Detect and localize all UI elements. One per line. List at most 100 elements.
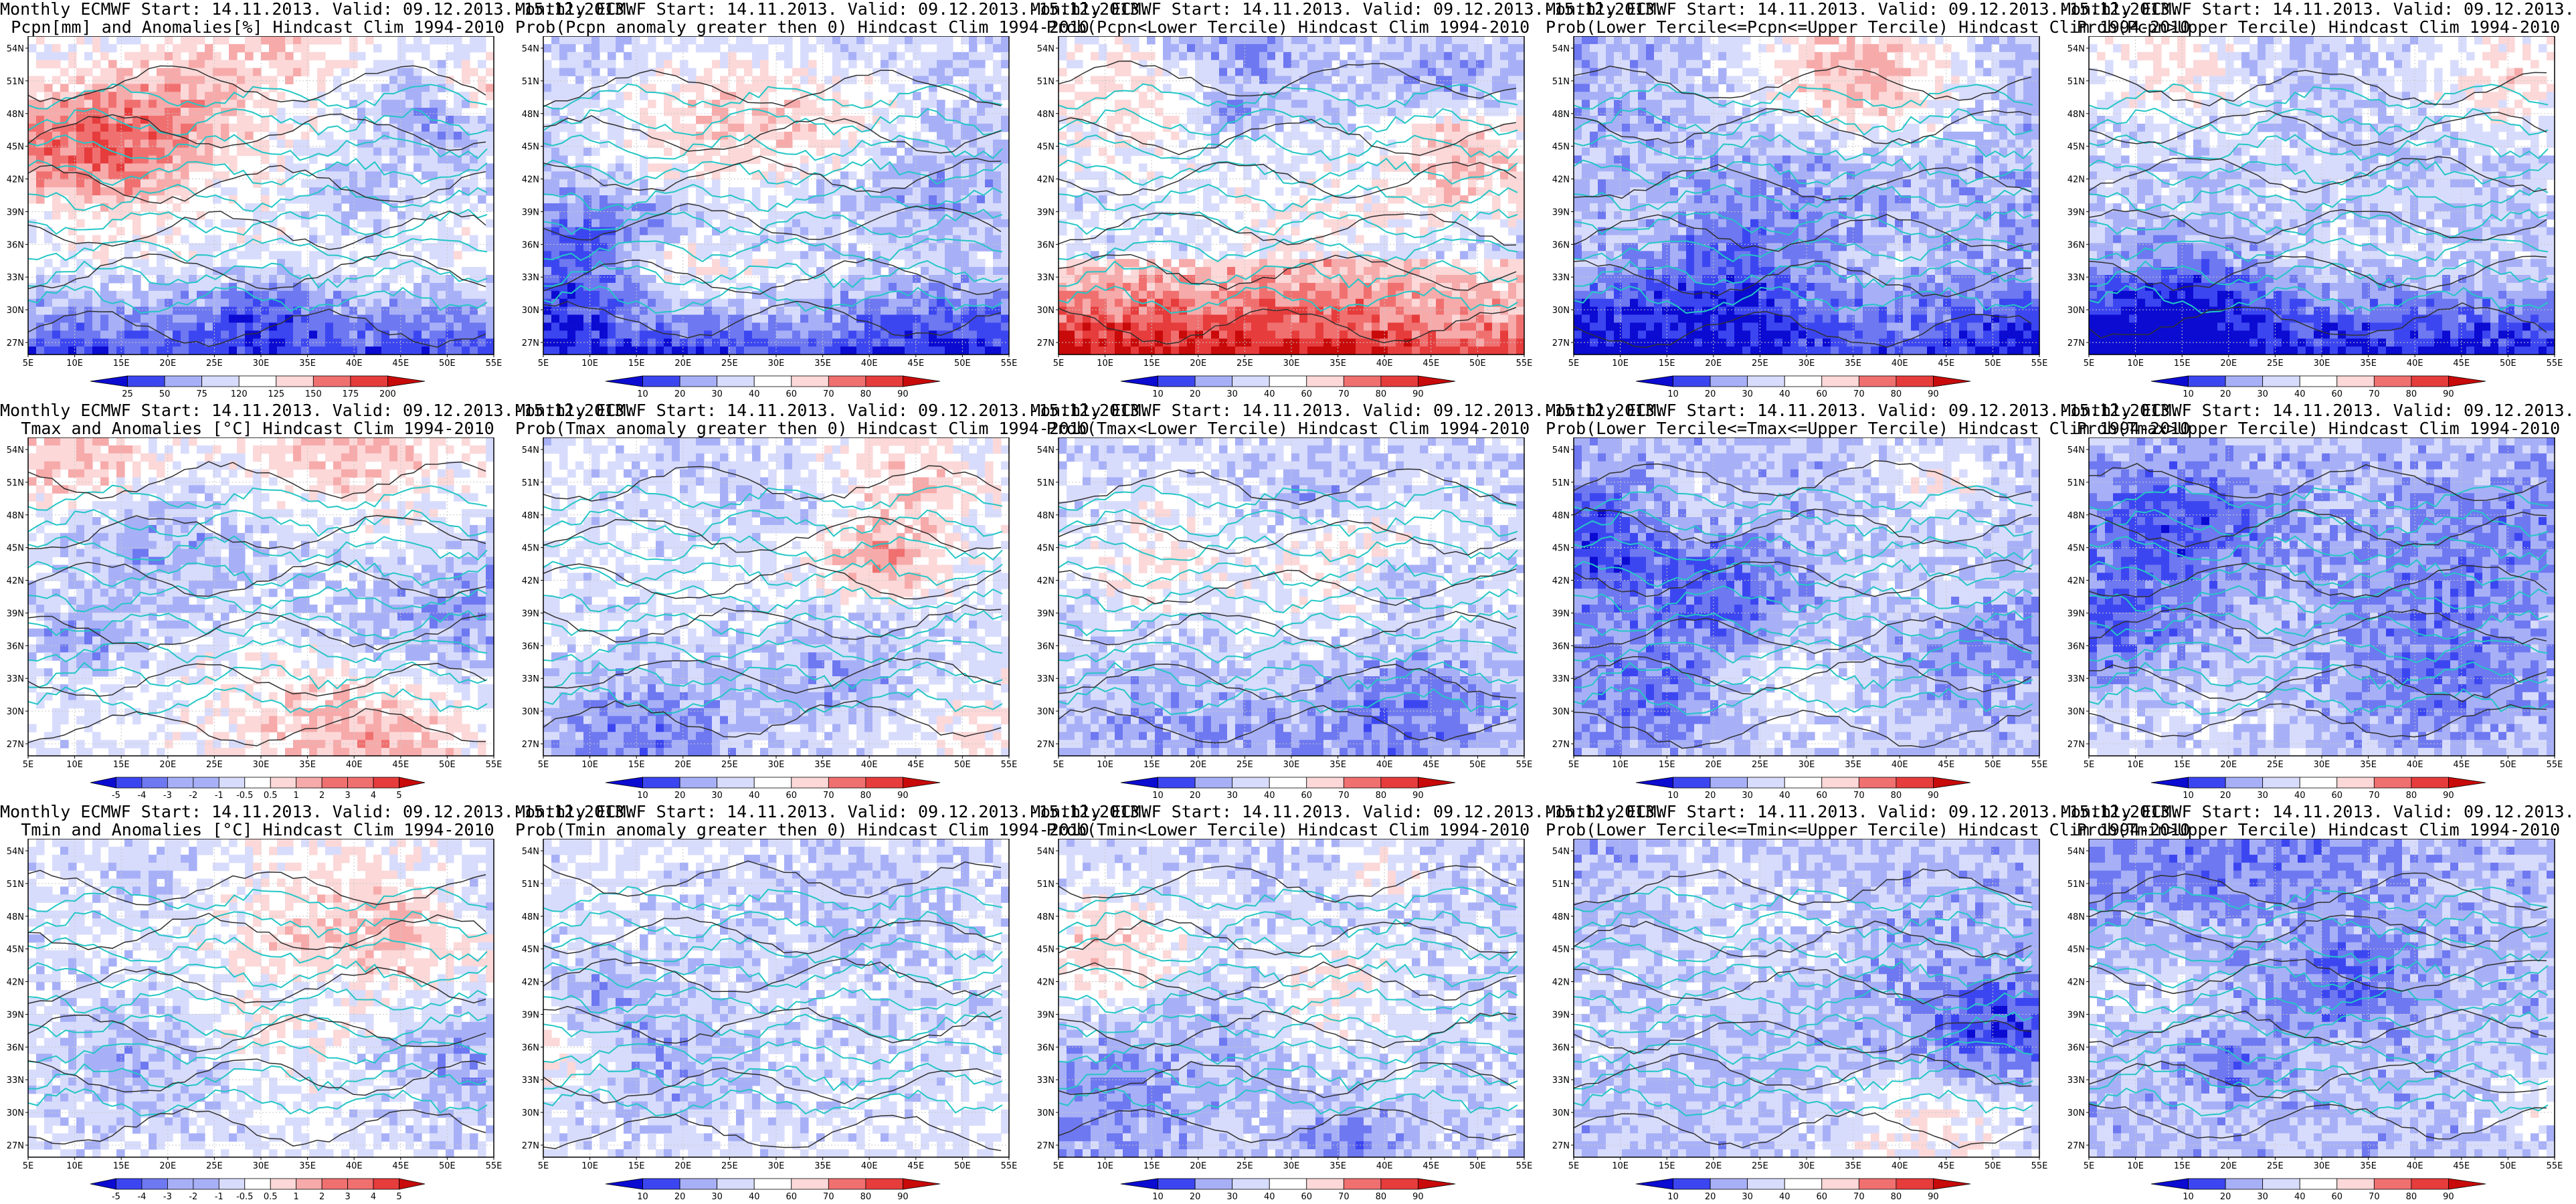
lon-tick-label: 45E xyxy=(1938,359,1954,369)
colorbar-tick-label: 60 xyxy=(1301,389,1313,399)
lat-tick-label: 48N xyxy=(522,511,539,521)
panel-title-line-2: Prob(Pcpn anomaly greater then 0) Hindca… xyxy=(515,18,1089,36)
colorbar-tick-label: 1 xyxy=(294,791,299,801)
colorbar-tick-label: 70 xyxy=(2369,389,2380,399)
colorbar-swatch xyxy=(1232,1178,1270,1190)
map-panel: Monthly ECMWF Start: 14.11.2013. Valid: … xyxy=(515,803,1149,1204)
lon-tick-label: 50E xyxy=(1985,359,2001,369)
lon-tick-label: 35E xyxy=(299,760,316,770)
colorbar-tick-label: 10 xyxy=(1667,1192,1679,1202)
contour-lines xyxy=(543,70,1002,338)
colorbar-swatch xyxy=(193,1178,219,1190)
lon-tick-label: 45E xyxy=(392,1161,409,1171)
lon-tick-label: 50E xyxy=(2500,760,2516,770)
colorbar-tick-label: 60 xyxy=(786,389,798,399)
lon-tick-label: 40E xyxy=(2407,760,2423,770)
lon-tick-label: 10E xyxy=(66,760,83,770)
lat-tick-label: 33N xyxy=(2067,674,2085,684)
panel-title-line-1: Monthly ECMWF Start: 14.11.2013. Valid: … xyxy=(0,0,634,18)
lat-tick-label: 39N xyxy=(522,207,539,217)
panel-title-line-1: Monthly ECMWF Start: 14.11.2013. Valid: … xyxy=(0,803,634,821)
lat-tick-label: 51N xyxy=(1037,880,1054,890)
map-plot: 54N 51N 48N 45N 42N 39N 36N 33N 30N 27N 5E 10E 15E 20… xyxy=(1037,36,1532,369)
colorbar-tick-label: 120 xyxy=(231,389,248,399)
lon-tick-label: 10E xyxy=(1097,760,1113,770)
lat-tick-label: 36N xyxy=(2067,240,2085,250)
lat-tick-label: 27N xyxy=(7,1141,24,1151)
colorbar-swatch xyxy=(2188,375,2226,387)
colorbar-swatch xyxy=(2188,1178,2226,1190)
map-panel: Monthly ECMWF Start: 14.11.2013. Valid: … xyxy=(1546,401,2190,803)
lon-tick-label: 55E xyxy=(1001,359,1018,369)
lat-tick-label: 48N xyxy=(1552,511,1570,521)
colorbar-tick-label: 70 xyxy=(1853,1192,1865,1202)
lon-tick-label: 10E xyxy=(581,359,598,369)
lat-tick-label: 30N xyxy=(1037,306,1054,316)
colorbar-swatch xyxy=(218,1178,246,1190)
colorbar-swatch xyxy=(167,1178,194,1190)
colorbar-tick-label: 40 xyxy=(1779,389,1790,399)
panel-title: Monthly ECMWF Start: 14.11.2013. Valid: … xyxy=(1546,803,2190,839)
colorbar-tick-label: 30 xyxy=(2257,791,2268,801)
colorbar-tick-label: 70 xyxy=(1853,791,1865,801)
lat-tick-label: 48N xyxy=(2067,110,2085,120)
panel-title-line-2: Prob(Pcpn>Upper Tercile) Hindcast Clim 1… xyxy=(2061,18,2576,36)
lon-tick-label: 35E xyxy=(1845,760,1861,770)
colorbar-tick-label: 80 xyxy=(2406,1192,2417,1202)
lat-tick-label: 39N xyxy=(1037,1010,1054,1020)
colorbar-tick-label: 60 xyxy=(786,1192,798,1202)
panel-title-line-1: Monthly ECMWF Start: 14.11.2013. Valid: … xyxy=(1030,401,1665,419)
map-plot: 54N 51N 48N 45N 42N 39N 36N 33N 30N 27N 5E 10E 15E 20… xyxy=(522,437,1017,770)
colorbar-tick-label: 3 xyxy=(345,1192,350,1202)
lat-tick-label: 27N xyxy=(522,1141,539,1151)
lon-tick-label: 25E xyxy=(206,1161,223,1171)
lat-tick-label: 36N xyxy=(2067,641,2085,651)
colorbar-tick-label: 2 xyxy=(319,791,325,801)
lon-tick-label: 15E xyxy=(113,359,130,369)
colorbar-swatch xyxy=(270,1178,297,1190)
lat-tick-label: 48N xyxy=(7,912,24,922)
lat-tick-label: 51N xyxy=(2067,478,2085,488)
lat-tick-label: 42N xyxy=(1037,175,1054,185)
colorbar-tick-label: 90 xyxy=(1412,1192,1424,1202)
panel-title-line-1: Monthly ECMWF Start: 14.11.2013. Valid: … xyxy=(515,401,1149,419)
lat-tick-label: 27N xyxy=(1037,338,1054,348)
colorbar-swatch xyxy=(1269,375,1307,387)
colorbar-tick-label: 30 xyxy=(1226,389,1238,399)
colorbar-tick-label: 30 xyxy=(1742,1192,1753,1202)
lat-tick-label: 33N xyxy=(1552,674,1570,684)
colorbar-tick-label: 10 xyxy=(637,389,648,399)
lat-tick-label: 36N xyxy=(1037,1043,1054,1053)
coastlines xyxy=(2088,484,2549,716)
colorbar-swatch xyxy=(350,375,388,387)
lat-tick-label: 36N xyxy=(2067,1043,2085,1053)
colorbar-tick-label: 20 xyxy=(1705,389,1716,399)
colorbar-tick-label: 25 xyxy=(122,389,133,399)
lon-tick-label: 15E xyxy=(628,760,645,770)
colorbar-tick-label: 60 xyxy=(1817,389,1828,399)
colorbar-swatch xyxy=(1896,375,1934,387)
colorbar-tick-label: 10 xyxy=(637,1192,648,1202)
lon-tick-label: 40E xyxy=(2407,1161,2423,1171)
lon-tick-label: 40E xyxy=(1892,359,1908,369)
lat-tick-label: 42N xyxy=(1552,577,1570,587)
lat-tick-label: 27N xyxy=(7,740,24,750)
colorbar-swatch xyxy=(164,375,203,387)
lat-tick-label: 33N xyxy=(522,674,539,684)
lon-tick-label: 20E xyxy=(2220,1161,2237,1171)
colorbar-swatch xyxy=(2299,375,2338,387)
colorbar-tick-label: 80 xyxy=(1376,389,1387,399)
colorbar-swatch xyxy=(2299,1178,2338,1190)
lon-tick-label: 25E xyxy=(1752,1161,1768,1171)
colorbar-tick-label: 20 xyxy=(1705,791,1716,801)
colorbar-swatch xyxy=(2336,375,2375,387)
colorbar-swatch xyxy=(1747,375,1785,387)
colorbar-swatch xyxy=(1194,375,1233,387)
panel-title-line-2: Prob(Lower Tercile<=Pcpn<=Upper Tercile)… xyxy=(1546,18,2190,36)
colorbar-swatch xyxy=(2262,777,2300,789)
graticule xyxy=(1059,437,1524,756)
lat-tick-label: 33N xyxy=(2067,1076,2085,1086)
lat-tick-label: 54N xyxy=(2067,44,2085,54)
panel-title-line-1: Monthly ECMWF Start: 14.11.2013. Valid: … xyxy=(2061,0,2576,18)
map-panel: Monthly ECMWF Start: 14.11.2013. Valid: … xyxy=(1030,0,1665,401)
